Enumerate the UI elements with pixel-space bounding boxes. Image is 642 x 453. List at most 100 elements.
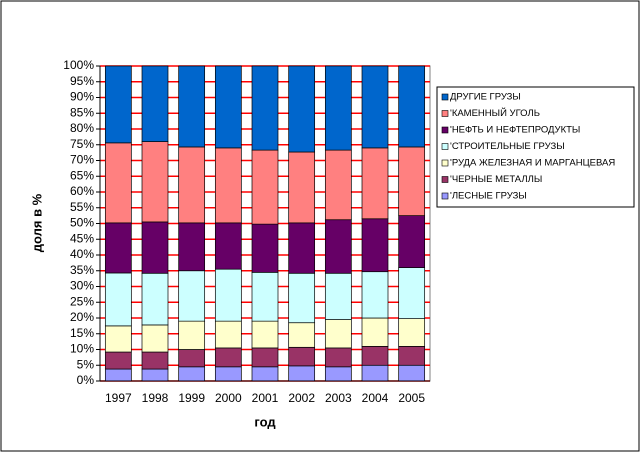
x-axis-label: год xyxy=(254,414,276,429)
bar-segment xyxy=(178,146,206,224)
bar-segment xyxy=(361,65,389,149)
bar-segment xyxy=(288,365,316,382)
bar-segment xyxy=(141,141,169,223)
bar-segment xyxy=(178,222,206,272)
bar-segment xyxy=(361,147,389,220)
bar-segment xyxy=(104,65,132,144)
bar-segment xyxy=(288,65,316,153)
bar-segment xyxy=(178,270,206,322)
y-tick-label: 85% xyxy=(70,105,94,119)
legend-label: 'КАМЕННЫЙ УГОЛЬ xyxy=(450,107,540,119)
bar-segment xyxy=(214,222,242,270)
y-tick-label: 25% xyxy=(70,294,94,308)
bar-segment xyxy=(104,368,132,382)
y-tick-label: 10% xyxy=(70,342,94,356)
bar-segment xyxy=(214,147,242,224)
bar-segment xyxy=(251,320,279,349)
legend-swatch xyxy=(441,93,449,101)
legend-swatch xyxy=(441,192,449,200)
bar-segment xyxy=(214,347,242,368)
bar-segment xyxy=(251,366,279,382)
x-tick-label: 1998 xyxy=(142,391,169,405)
bar-segment xyxy=(141,272,169,326)
bar-segment xyxy=(104,272,132,327)
bar-segment xyxy=(361,364,389,382)
y-tick-label: 0% xyxy=(77,373,95,387)
bar-segment xyxy=(324,319,352,349)
x-tick-label: 2002 xyxy=(288,391,315,405)
legend-label: 'ЧЕРНЫЕ МЕТАЛЛЫ xyxy=(450,174,542,185)
bar-segment xyxy=(251,347,279,368)
legend-label: 'ЛЕСНЫЕ ГРУЗЫ xyxy=(450,191,527,202)
y-tick-label: 50% xyxy=(70,216,94,230)
bar-segment xyxy=(398,267,426,319)
bar-segment xyxy=(251,149,279,225)
bar-segment xyxy=(398,346,426,366)
y-tick-label: 90% xyxy=(70,90,94,104)
legend-label: ДРУГИЕ ГРУЗЫ xyxy=(450,92,521,103)
y-tick-label: 5% xyxy=(77,357,95,371)
bar-segment xyxy=(398,65,426,148)
x-tick-label: 2005 xyxy=(398,391,425,405)
bar-segment xyxy=(214,268,242,322)
y-tick-label: 65% xyxy=(70,168,94,182)
y-tick-label: 15% xyxy=(70,326,94,340)
bar-segment xyxy=(178,320,206,350)
x-tick-label: 2000 xyxy=(215,391,242,405)
y-tick-label: 45% xyxy=(70,231,94,245)
bar-segment xyxy=(288,346,316,367)
legend-swatch xyxy=(441,159,449,167)
y-tick-label: 95% xyxy=(70,74,94,88)
y-tick-label: 30% xyxy=(70,279,94,293)
x-tick-label: 2001 xyxy=(252,391,279,405)
bar-segment xyxy=(214,366,242,382)
y-tick-label: 75% xyxy=(70,137,94,151)
bar-segment xyxy=(398,215,426,268)
bar-segment xyxy=(104,351,132,370)
bar-segment xyxy=(361,346,389,366)
bar-segment xyxy=(361,271,389,319)
bar-segment xyxy=(398,364,426,382)
bar-segment xyxy=(141,368,169,382)
legend-swatch xyxy=(441,110,449,117)
y-tick-label: 35% xyxy=(70,263,94,277)
y-axis-label: доля в % xyxy=(29,193,44,252)
x-tick-label: 2003 xyxy=(325,391,352,405)
bar-segment xyxy=(288,222,316,274)
bar-segment xyxy=(214,65,242,149)
bar-segment xyxy=(251,271,279,322)
bar-segment xyxy=(324,347,352,368)
legend-swatch xyxy=(441,143,449,150)
bar-segment xyxy=(324,65,352,151)
bar-segment xyxy=(324,219,352,274)
bar-segment xyxy=(178,366,206,382)
y-tick-label: 40% xyxy=(70,247,94,261)
y-tick-label: 20% xyxy=(70,310,94,324)
bar-segment xyxy=(361,317,389,347)
y-tick-label: 80% xyxy=(70,121,94,135)
bar-segment xyxy=(324,149,352,221)
x-tick-label: 1997 xyxy=(105,391,132,405)
bar-segment xyxy=(104,222,132,274)
bar-segment xyxy=(141,324,169,353)
y-tick-label: 100% xyxy=(63,58,94,72)
bar-segment xyxy=(178,349,206,368)
bar-segment xyxy=(104,142,132,224)
legend-box xyxy=(436,86,635,208)
bar-segment xyxy=(288,272,316,324)
bar-segment xyxy=(398,318,426,347)
bar-segment xyxy=(288,151,316,224)
bar-segment xyxy=(141,351,169,370)
y-tick-label: 70% xyxy=(70,153,94,167)
x-tick-label: 1999 xyxy=(178,391,205,405)
bar-segment xyxy=(141,221,169,274)
y-tick-label: 60% xyxy=(70,184,94,198)
bar-segment xyxy=(398,146,426,216)
legend-label: 'НЕФТЬ И НЕФТЕПРОДУКТЫ xyxy=(450,125,580,136)
bar-segment xyxy=(361,218,389,273)
bar-segment xyxy=(324,366,352,382)
bar-segment xyxy=(214,320,242,349)
legend-label: 'РУДА ЖЕЛЕЗНАЯ И МАРГАНЦЕВАЯ xyxy=(450,158,615,169)
